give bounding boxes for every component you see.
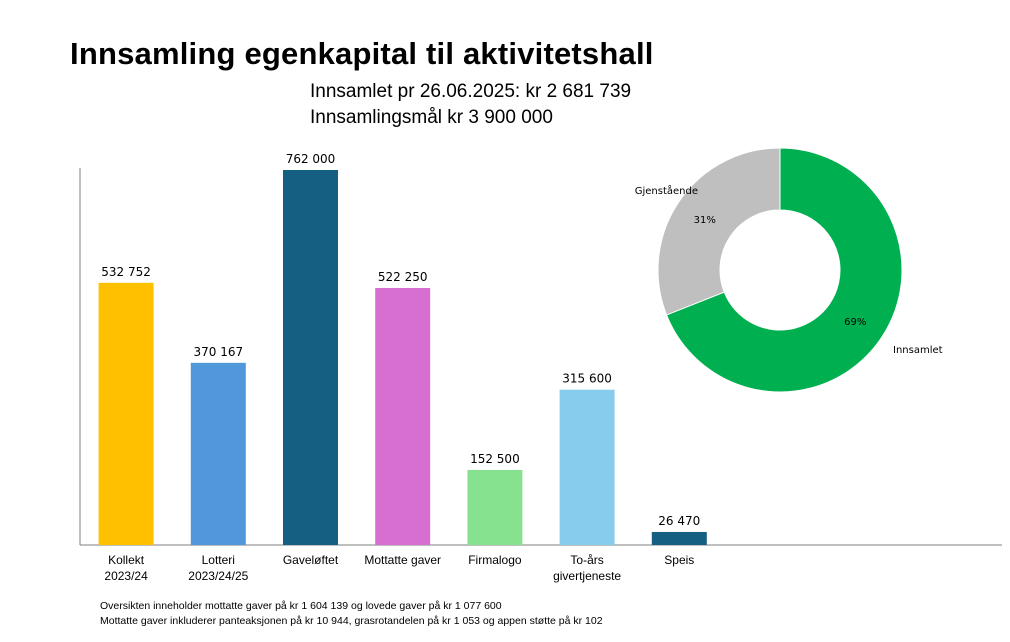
- bar: [375, 287, 431, 545]
- category-label: Gaveløftet: [283, 553, 339, 567]
- bar-value-label: 152 500: [470, 452, 520, 466]
- bar-value-label: 532 752: [101, 265, 151, 279]
- chart-title: Innsamling egenkapital til aktivitetshal…: [70, 36, 654, 71]
- bar-value-label: 762 000: [286, 152, 336, 166]
- category-label: Speis: [664, 553, 694, 567]
- donut-percent-label: 31%: [694, 215, 716, 226]
- subtitle-goal: Innsamlingsmål kr 3 900 000: [310, 107, 553, 128]
- bar-chart: 532 752 Kollekt 2023/24 370 167 Lotteri 2023/…: [79, 152, 1002, 583]
- bar: [98, 282, 154, 545]
- bar-value-label: 315 600: [562, 372, 612, 386]
- donut-chart: 69% 31% Innsamlet Gjenstående: [635, 147, 943, 393]
- category-label: givertjeneste: [553, 569, 621, 583]
- bar-value-label: 26 470: [658, 514, 700, 528]
- bar-value-label: 370 167: [193, 345, 243, 359]
- footnote-1: Oversikten inneholder mottatte gaver på …: [100, 600, 502, 612]
- bar: [190, 362, 246, 545]
- donut-slice: [657, 147, 781, 316]
- footnote-2: Mottatte gaver inkluderer panteaksjonen …: [100, 615, 603, 627]
- subtitle-collected: Innsamlet pr 26.06.2025: kr 2 681 739: [310, 81, 632, 102]
- bar: [559, 389, 615, 545]
- category-label: Firmalogo: [468, 553, 522, 567]
- donut-slice: [665, 147, 903, 393]
- category-label: To-års: [570, 553, 603, 567]
- category-label: 2023/24/25: [188, 569, 248, 583]
- bar: [467, 469, 523, 545]
- category-label: Kollekt: [108, 553, 145, 567]
- donut-category-label: Innsamlet: [893, 345, 943, 356]
- category-label: Mottatte gaver: [364, 553, 441, 567]
- bar: [651, 531, 707, 545]
- category-label: 2023/24: [104, 569, 148, 583]
- bar-value-label: 522 250: [378, 270, 428, 284]
- category-label: Lotteri: [202, 553, 235, 567]
- donut-category-label: Gjenstående: [635, 184, 698, 197]
- donut-percent-label: 69%: [844, 317, 866, 328]
- bar: [283, 170, 338, 545]
